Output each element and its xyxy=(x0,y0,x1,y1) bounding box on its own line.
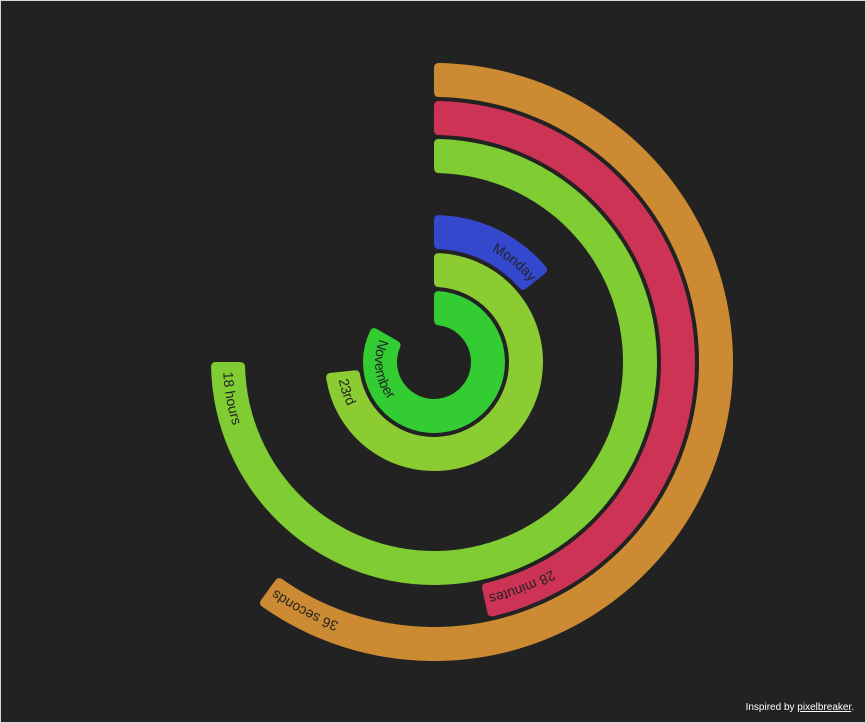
ring-seconds xyxy=(259,63,733,661)
ring-month xyxy=(362,291,505,434)
credit-text: Inspired by pixelbreaker. xyxy=(746,702,854,713)
ring-hours xyxy=(211,139,658,586)
ring-minutes xyxy=(434,101,695,617)
pixelbreaker-link[interactable]: pixelbreaker xyxy=(797,702,852,713)
ring-day xyxy=(326,253,543,471)
credit-prefix: Inspired by xyxy=(745,702,795,713)
credit-suffix: . xyxy=(851,702,854,713)
ring-weekday xyxy=(434,215,548,290)
